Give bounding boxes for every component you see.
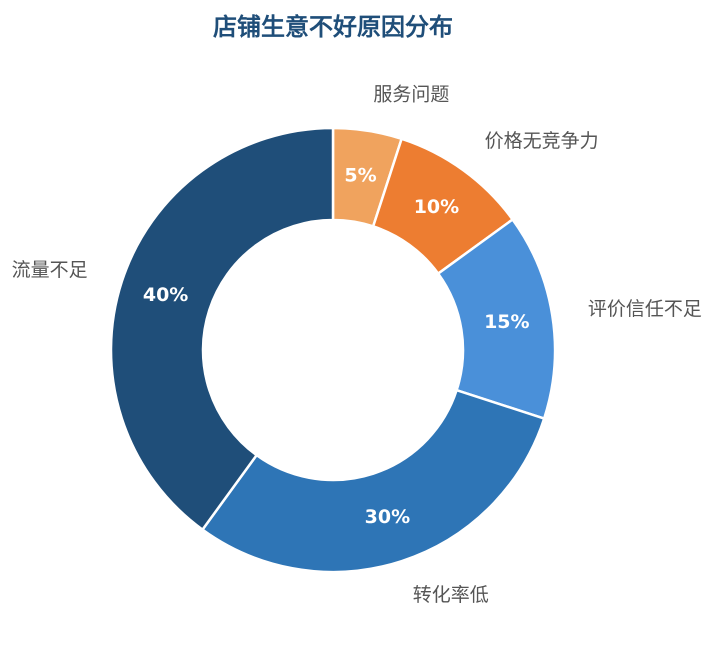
category-label: 转化率低 (413, 584, 489, 606)
value-label: 40% (143, 284, 188, 306)
value-label: 30% (365, 506, 410, 528)
category-label: 价格无竞争力 (485, 130, 599, 152)
category-label: 流量不足 (12, 259, 88, 281)
value-label: 15% (484, 311, 529, 333)
chart-title: 店铺生意不好原因分布 (213, 13, 453, 41)
category-label: 服务问题 (373, 84, 449, 106)
donut-slice (109, 126, 335, 532)
donut-slice (200, 388, 546, 574)
value-label: 10% (414, 196, 459, 218)
category-label: 评价信任不足 (588, 298, 702, 320)
value-label: 5% (344, 165, 376, 187)
